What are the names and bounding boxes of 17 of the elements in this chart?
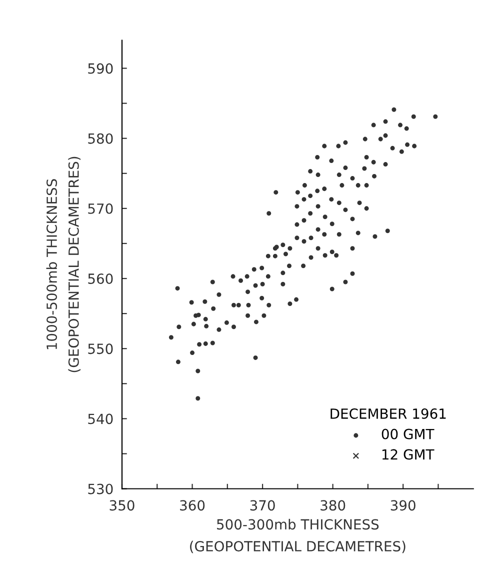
x-tick-label: 370 <box>250 500 275 511</box>
x-tick-label: 390 <box>390 500 416 511</box>
x-tick-label: 350 <box>110 500 134 511</box>
y-tick-label: 550 <box>88 344 113 354</box>
legend-label: 00 GMT <box>382 428 434 440</box>
y-tick-label: 530 <box>88 484 113 494</box>
y-tick-label: 580 <box>88 133 113 144</box>
y-axis-title: 1000-500mb THICKNESS (GEOPOTENTIAL DECAMETRES) <box>46 156 81 372</box>
legend-title: DECEMBER 1961 <box>330 408 446 419</box>
y-tick-label: 570 <box>88 203 113 214</box>
x-axis-title: 500-300mb THICKNESS (GEOPOTENTIAL DECAMETRES) <box>190 518 406 554</box>
x-tick-label: 360 <box>180 500 205 511</box>
x-tick-label: 380 <box>320 500 346 511</box>
y-tick-label: 540 <box>88 414 113 424</box>
y-tick-label: 590 <box>88 63 113 74</box>
y-tick-label: 560 <box>88 273 113 284</box>
legend-label: 12 GMT <box>382 449 434 460</box>
